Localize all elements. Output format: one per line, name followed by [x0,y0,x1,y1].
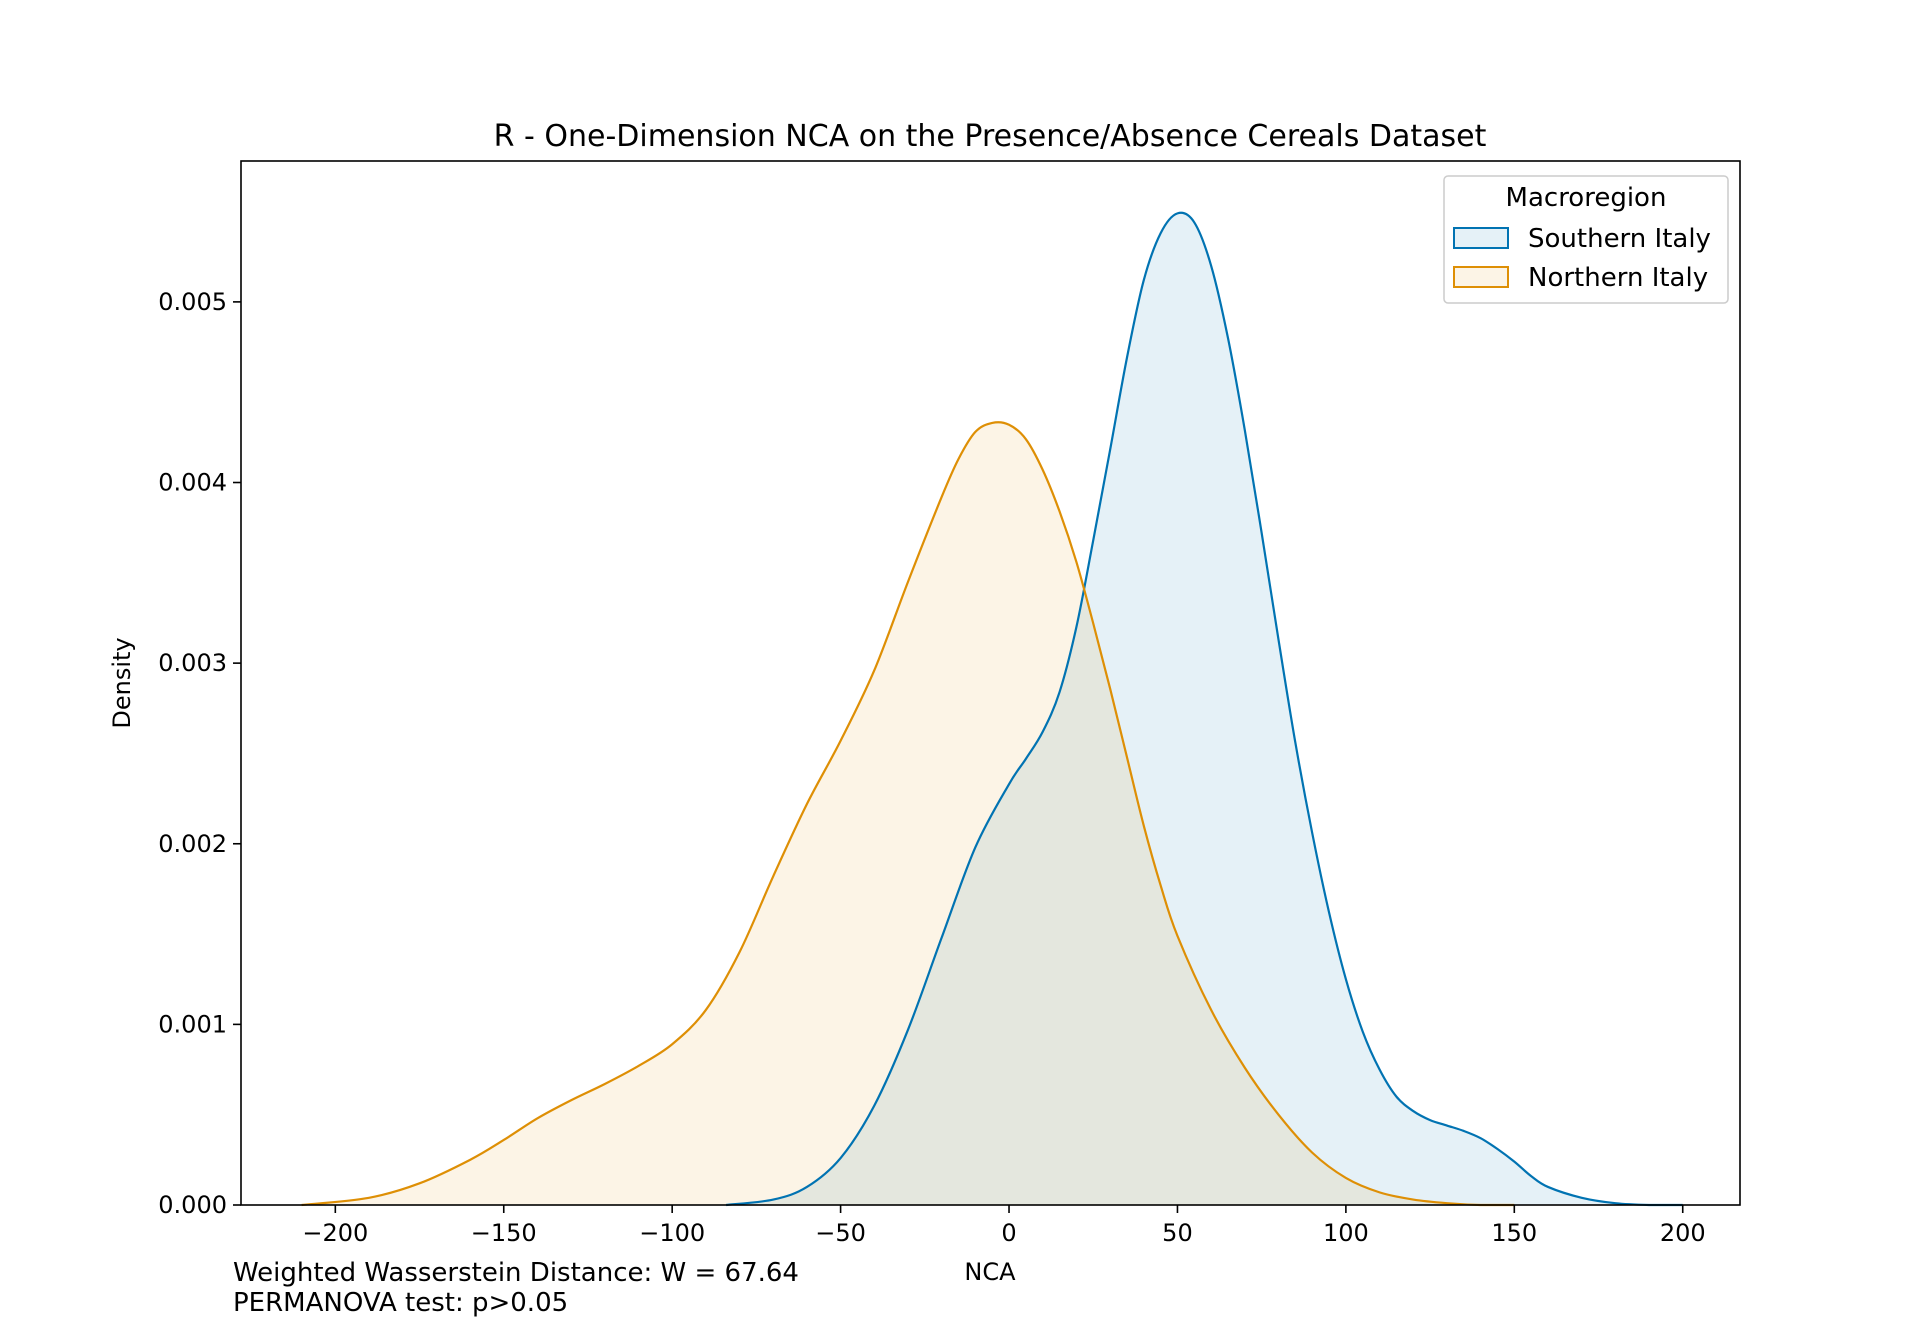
y-tick-label: 0.005 [158,288,227,316]
y-tick-label: 0.000 [158,1191,227,1219]
legend: Macroregion Southern Italy Northern Ital… [1443,175,1729,304]
legend-swatch-northern-italy [1453,266,1509,288]
x-tick-label: −150 [471,1219,537,1247]
x-axis: −200 −150 −100 −50 0 50 100 150 200 [302,1205,1706,1247]
x-tick-label: −50 [815,1219,866,1247]
x-tick-label: 0 [1001,1219,1016,1247]
y-axis: 0.000 0.001 0.002 0.003 0.004 0.005 [158,288,241,1219]
legend-swatch-southern-italy [1453,227,1509,249]
x-tick-label: −100 [639,1219,705,1247]
y-tick-label: 0.001 [158,1010,227,1038]
density-line-northern-italy [301,421,1515,1207]
x-tick-label: −200 [302,1219,368,1247]
x-tick-label: 200 [1660,1219,1706,1247]
x-tick-label: 50 [1162,1219,1193,1247]
x-axis-title: NCA [964,1258,1016,1286]
x-tick-label: 100 [1323,1219,1369,1247]
y-tick-label: 0.002 [158,830,227,858]
permanova-annotation: PERMANOVA test: p>0.05 [233,1288,569,1318]
density-line-southern-italy [725,211,1683,1207]
legend-frame [1443,175,1729,304]
density-fills [301,212,1683,1206]
legend-title: Macroregion [1506,183,1667,213]
density-area-northern-italy [301,422,1515,1206]
x-tick-label: 150 [1491,1219,1537,1247]
y-tick-label: 0.003 [158,649,227,677]
y-axis-title: Density [108,637,136,728]
legend-label-northern-italy: Northern Italy [1528,263,1708,293]
chart-title: R - One-Dimension NCA on the Presence/Ab… [494,119,1487,154]
y-tick-label: 0.004 [158,469,227,497]
density-area-southern-italy [726,212,1683,1206]
plot-frame [240,160,1741,1206]
density-lines [301,211,1683,1207]
legend-label-southern-italy: Southern Italy [1528,224,1711,254]
wasserstein-annotation: Weighted Wasserstein Distance: W = 67.64 [233,1258,799,1288]
